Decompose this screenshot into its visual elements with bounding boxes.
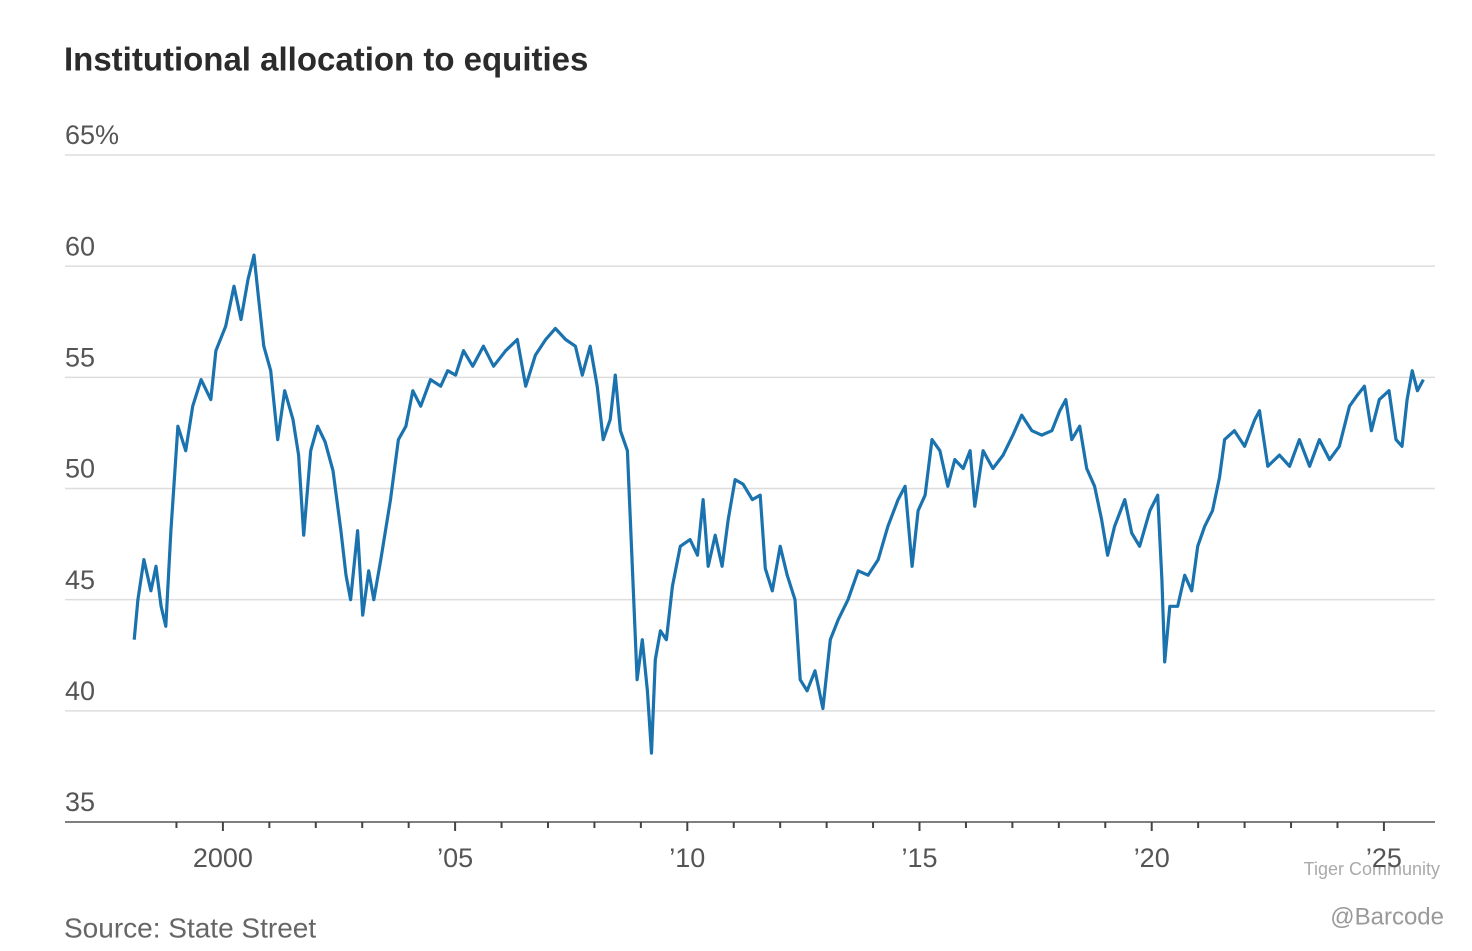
- x-tick-label: ’15: [901, 843, 937, 873]
- y-tick-label: 45: [65, 565, 95, 595]
- watermark: @Barcode: [1330, 903, 1444, 930]
- watermark: Tiger Community: [1304, 859, 1440, 879]
- x-tick-label: ’05: [437, 843, 473, 873]
- x-tick-label: ’10: [669, 843, 705, 873]
- x-tick-label: ’20: [1134, 843, 1170, 873]
- source: Source: State Street: [64, 912, 316, 943]
- y-tick-label: 40: [65, 676, 95, 706]
- x-tick-label: 2000: [193, 843, 253, 873]
- y-tick-label: 55: [65, 342, 95, 372]
- chart-title: Institutional allocation to equities: [64, 41, 588, 78]
- y-tick-label: 60: [65, 231, 95, 261]
- line-series: [132, 253, 1425, 755]
- y-tick-label: 65%: [65, 120, 119, 150]
- y-tick-label: 50: [65, 454, 95, 484]
- y-tick-label: 35: [65, 787, 95, 817]
- x-tick-label: ’25: [1366, 843, 1402, 873]
